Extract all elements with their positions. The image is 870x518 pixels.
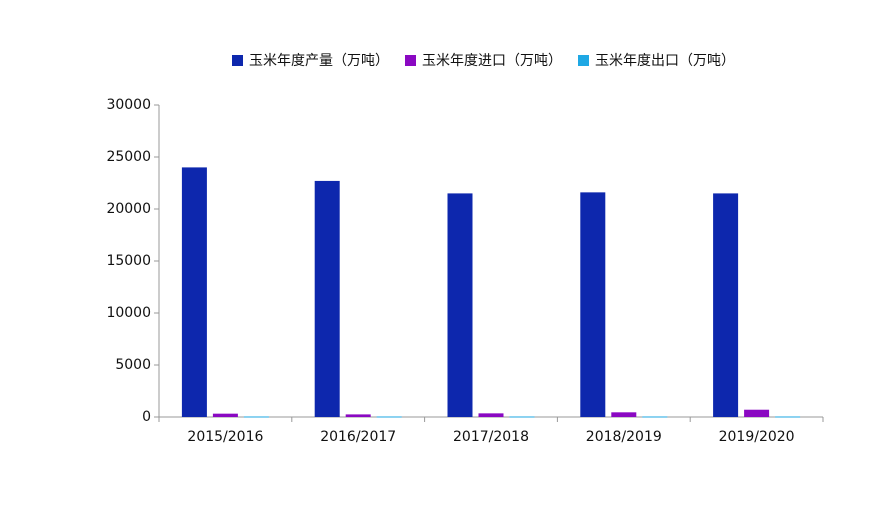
bar xyxy=(509,416,535,418)
bar xyxy=(314,180,340,417)
y-tick-label: 20000 xyxy=(106,201,151,217)
bar xyxy=(376,416,402,418)
legend-label: 玉米年度出口（万吨） xyxy=(595,53,735,69)
y-tick-label: 0 xyxy=(142,409,151,425)
bar xyxy=(243,416,269,418)
legend-label: 玉米年度进口（万吨） xyxy=(422,53,562,69)
y-tick-label: 15000 xyxy=(106,253,151,269)
bar xyxy=(181,167,207,417)
y-tick-label: 30000 xyxy=(106,97,151,113)
y-tick-label: 25000 xyxy=(106,149,151,165)
legend-swatch xyxy=(578,55,589,66)
bar xyxy=(345,414,371,417)
x-tick-label: 2017/2018 xyxy=(453,429,529,445)
bar xyxy=(447,193,473,417)
legend-label: 玉米年度产量（万吨） xyxy=(249,53,389,69)
legend-swatch xyxy=(232,55,243,66)
bar xyxy=(478,413,504,417)
x-tick-label: 2016/2017 xyxy=(320,429,396,445)
bar xyxy=(642,416,668,418)
bar xyxy=(713,193,739,417)
bar xyxy=(775,416,801,418)
y-tick-label: 10000 xyxy=(106,305,151,321)
y-tick-label: 5000 xyxy=(115,357,151,373)
legend-swatch xyxy=(405,55,416,66)
bar xyxy=(212,413,238,417)
bar xyxy=(611,412,637,417)
x-tick-label: 2018/2019 xyxy=(586,429,662,445)
bar xyxy=(580,192,606,417)
x-tick-label: 2019/2020 xyxy=(719,429,795,445)
bar xyxy=(744,409,770,417)
x-tick-label: 2015/2016 xyxy=(187,429,263,445)
